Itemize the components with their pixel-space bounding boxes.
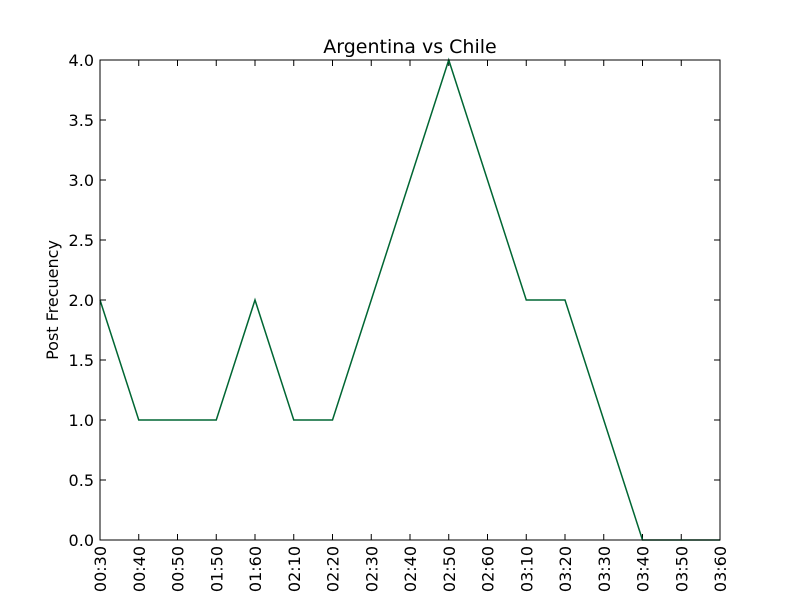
y-tick-label: 0.0 bbox=[69, 531, 94, 550]
x-tick-label: 03:50 bbox=[672, 546, 691, 592]
x-tick-label: 00:40 bbox=[130, 546, 149, 592]
x-tick-label: 02:50 bbox=[440, 546, 459, 592]
y-tick-label: 2.0 bbox=[69, 291, 94, 310]
x-tick-label: 02:10 bbox=[285, 546, 304, 592]
x-tick-label: 02:20 bbox=[324, 546, 343, 592]
y-tick-label: 3.5 bbox=[69, 111, 94, 130]
x-tick-label: 02:60 bbox=[479, 546, 498, 592]
x-axis-ticks: 00:30 00:40 00:50 01:50 01:60 02:10 02:20 02:30… bbox=[91, 60, 730, 592]
x-tick-label: 00:30 bbox=[91, 546, 110, 592]
x-tick-label: 01:60 bbox=[246, 546, 265, 592]
y-tick-label: 0.5 bbox=[69, 471, 94, 490]
series-line bbox=[99, 57, 720, 541]
y-tick-label: 2.5 bbox=[69, 231, 94, 250]
y-axis-label: Post Frecuency bbox=[43, 240, 62, 360]
y-tick-label: 1.0 bbox=[69, 411, 94, 430]
chart-title: Argentina vs Chile bbox=[323, 36, 496, 58]
x-tick-label: 03:10 bbox=[517, 546, 536, 592]
x-tick-label: 03:30 bbox=[595, 546, 614, 592]
x-tick-label: 02:40 bbox=[401, 546, 420, 592]
y-axis-ticks: 0.0 0.5 1.0 1.5 2.0 2.5 3.0 3.5 4.0 bbox=[69, 51, 720, 550]
x-tick-label: 03:60 bbox=[711, 546, 730, 592]
x-tick-label: 03:20 bbox=[556, 546, 575, 592]
x-tick-label: 02:30 bbox=[362, 546, 381, 592]
plot-area bbox=[99, 57, 721, 541]
y-tick-label: 1.5 bbox=[69, 351, 94, 370]
y-tick-label: 3.0 bbox=[69, 171, 94, 190]
plot-frame bbox=[99, 59, 721, 541]
y-tick-label: 4.0 bbox=[69, 51, 94, 70]
x-tick-label: 00:50 bbox=[169, 546, 188, 592]
x-tick-label: 03:40 bbox=[634, 546, 653, 592]
x-tick-label: 01:50 bbox=[207, 546, 226, 592]
